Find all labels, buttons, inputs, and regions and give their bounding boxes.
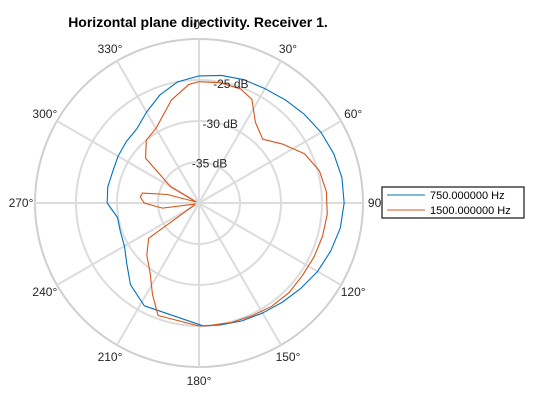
theta-tick-label-270: 270° [9, 196, 34, 210]
theta-tick-label-240: 240° [32, 285, 57, 299]
legend-label-1: 1500.000000 Hz [430, 205, 511, 217]
grid-spoke-2 [198, 120, 342, 204]
r-tick-label-25: -25 dB [213, 77, 248, 91]
series-line-1 [139, 81, 328, 327]
theta-tick-label-300: 300° [32, 107, 57, 121]
legend: 750.000000 Hz 1500.000000 Hz [381, 186, 525, 219]
series-layer [106, 74, 345, 327]
theta-tick-label-120: 120° [341, 285, 366, 299]
theta-tick-label-330: 330° [98, 42, 123, 56]
grid-spoke-7 [116, 202, 200, 346]
axis-labels: 0°30°60°90°120°150°180°210°240°270°300°3… [9, 18, 387, 388]
r-tick-label-35: -35 dB [192, 156, 227, 170]
theta-tick-label-0: 0° [193, 18, 205, 32]
r-tick-label-30: -30 dB [203, 117, 238, 131]
theta-tick-label-60: 60° [344, 107, 362, 121]
theta-tick-label-210: 210° [98, 350, 123, 364]
grid-spoke-8 [56, 202, 200, 286]
legend-box [381, 186, 525, 219]
theta-tick-label-180: 180° [187, 374, 212, 388]
chart-title: Horizontal plane directivity. Receiver 1… [68, 14, 328, 30]
grid-spoke-5 [198, 202, 282, 346]
legend-label-0: 750.000000 Hz [430, 190, 505, 202]
theta-tick-label-150: 150° [276, 350, 301, 364]
grid-spoke-1 [198, 60, 282, 204]
grid-spoke-11 [116, 60, 200, 204]
polar-grid [34, 38, 364, 368]
theta-tick-label-30: 30° [279, 42, 297, 56]
series-line-0 [106, 74, 345, 327]
